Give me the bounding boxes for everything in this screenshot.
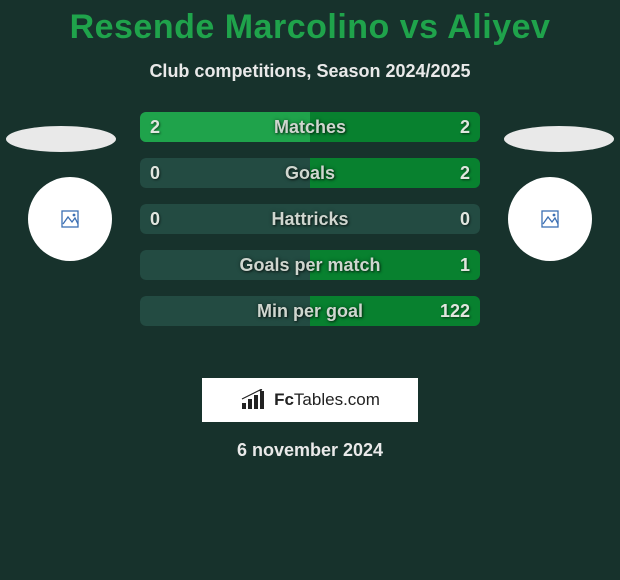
player-club-dot-left [28, 177, 112, 261]
stat-bar-right-fill [310, 112, 480, 142]
stat-bar-left-fill [140, 112, 310, 142]
placeholder-badge-icon [60, 209, 80, 229]
flag-oval-left [6, 126, 116, 152]
stat-row: Goals02 [140, 158, 480, 188]
player-club-dot-right [508, 177, 592, 261]
brand-bars-icon [240, 389, 268, 411]
page-title: Resende Marcolino vs Aliyev [0, 0, 620, 47]
snapshot-date: 6 november 2024 [0, 440, 620, 461]
stat-row: Min per goal122 [140, 296, 480, 326]
brand-text-bold: Fc [274, 390, 294, 409]
stat-row: Hattricks00 [140, 204, 480, 234]
stat-bar-right-fill [310, 158, 480, 188]
stats-stage: Matches22 Goals02 Hattricks00 Goals per mat… [0, 112, 620, 362]
comparison-infographic: Resende Marcolino vs Aliyev Club competi… [0, 0, 620, 580]
stat-bar-bg [140, 204, 480, 234]
stat-row: Matches22 [140, 112, 480, 142]
stats-bars: Matches22 Goals02 Hattricks00 Goals per mat… [140, 112, 480, 326]
brand-text: FcTables.com [274, 390, 380, 410]
stat-bar-right-fill [310, 250, 480, 280]
brand-text-rest: Tables.com [294, 390, 380, 409]
stat-bar-right-fill [310, 296, 480, 326]
brand-badge: FcTables.com [202, 378, 418, 422]
placeholder-badge-icon [540, 209, 560, 229]
stat-row: Goals per match1 [140, 250, 480, 280]
subtitle: Club competitions, Season 2024/2025 [0, 61, 620, 82]
flag-oval-right [504, 126, 614, 152]
